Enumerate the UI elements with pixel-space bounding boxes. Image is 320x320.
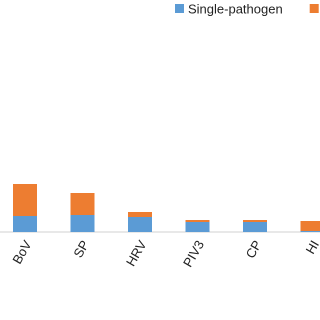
bar-segment (185, 220, 210, 222)
legend-swatch (309, 4, 319, 13)
bar-segment (128, 217, 152, 232)
bar-segment (300, 231, 320, 232)
bar-segment (128, 212, 152, 217)
bar-segment (70, 215, 95, 232)
legend-label: Single-pathogen (188, 1, 283, 16)
x-tick-label: CP (243, 238, 265, 261)
bar-segment (300, 221, 320, 231)
bar-segment (13, 184, 37, 216)
legend-swatch (175, 4, 184, 13)
bar-segment (185, 222, 210, 232)
x-tick-label: HI (303, 238, 320, 257)
x-tick-label: SP (70, 238, 92, 261)
bar-segment (243, 220, 267, 222)
bar-segment (70, 193, 95, 215)
x-tick-label: HRV (123, 237, 150, 268)
bar-segment (243, 222, 267, 232)
x-tick-label: PIV3 (180, 238, 207, 270)
x-tick-label: BoV (9, 237, 34, 266)
bar-segment (13, 216, 37, 232)
